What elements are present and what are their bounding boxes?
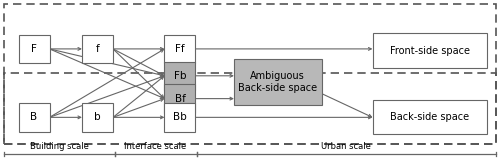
Text: Urban scale: Urban scale xyxy=(322,142,371,151)
Text: Ff: Ff xyxy=(175,44,185,54)
Text: b: b xyxy=(94,112,101,122)
Text: F: F xyxy=(31,44,37,54)
Bar xyxy=(164,103,196,132)
Bar xyxy=(82,103,113,132)
Text: Interface scale: Interface scale xyxy=(124,142,186,151)
Text: Front-side space: Front-side space xyxy=(390,45,469,56)
Text: Ambiguous
Back-side space: Ambiguous Back-side space xyxy=(238,71,318,93)
Text: Back-side space: Back-side space xyxy=(390,112,469,122)
Bar xyxy=(18,35,50,63)
Text: Fb: Fb xyxy=(174,71,186,81)
Bar xyxy=(82,35,113,63)
Bar xyxy=(234,59,322,105)
Bar xyxy=(164,35,196,63)
Bar xyxy=(164,84,196,113)
Text: f: f xyxy=(96,44,100,54)
Text: Bf: Bf xyxy=(174,94,186,104)
Text: Building scale: Building scale xyxy=(30,142,88,151)
Text: Bb: Bb xyxy=(173,112,187,122)
Text: B: B xyxy=(30,112,38,122)
Bar xyxy=(4,73,496,144)
Bar xyxy=(4,4,496,144)
Bar xyxy=(164,61,196,90)
Bar xyxy=(18,103,50,132)
Bar xyxy=(372,100,486,134)
Bar xyxy=(372,33,486,68)
